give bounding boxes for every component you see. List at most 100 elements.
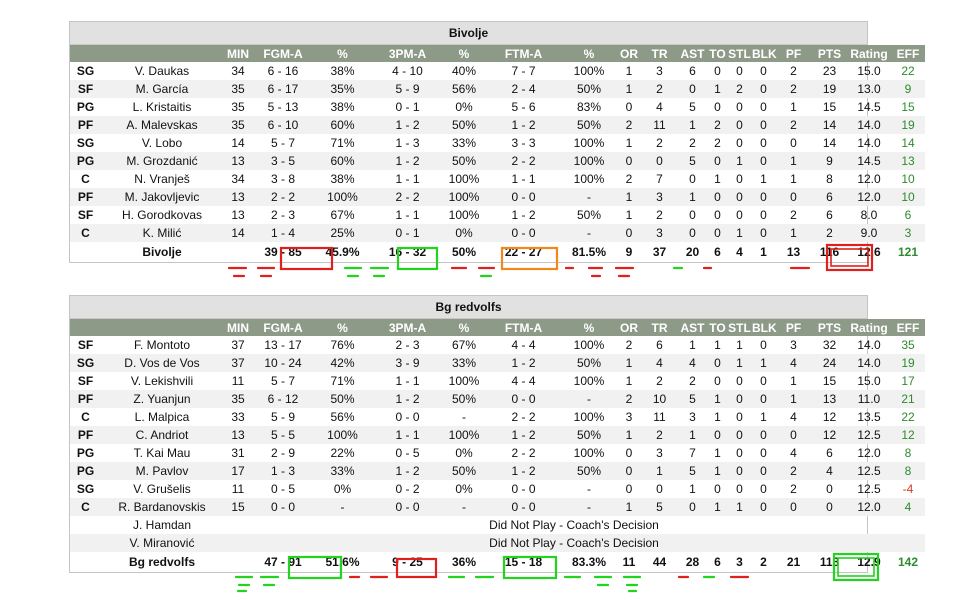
cell-rating: 15.0: [857, 374, 881, 388]
cell-eff: 4: [891, 498, 925, 516]
cell-blk: 0: [760, 374, 767, 388]
cell-ftm-a: 2 - 2: [511, 446, 536, 460]
total-ast: 20: [685, 245, 700, 259]
cell-3pm-a: 0 - 5: [395, 446, 420, 460]
cell-ast: 2: [689, 374, 696, 388]
cell-rating: 13.5: [857, 410, 881, 424]
cell-to: 1: [708, 462, 727, 480]
cell-pos: SG: [76, 136, 95, 150]
cell-or: 0: [616, 462, 642, 480]
cell-fg-pct: 42%: [313, 354, 372, 372]
cell-to: 1: [714, 338, 721, 352]
cell-pts: 24: [812, 354, 847, 372]
header-ftm-a: FTM-A: [485, 45, 562, 62]
cell-pts: 6: [826, 446, 833, 460]
cell-3pm-a: 0 - 0: [372, 498, 443, 516]
header-min: MIN: [223, 45, 253, 62]
cell-3pm-a: 1 - 2: [372, 116, 443, 134]
header-blk: BLK: [752, 45, 777, 62]
cell-tr: 0: [642, 152, 677, 170]
cell-3p-pct: 50%: [443, 462, 485, 480]
cell-to: 1: [714, 410, 721, 424]
cell-eff: 12: [891, 426, 925, 444]
header-rating: Rating: [847, 45, 891, 62]
cell-3p-pct: -: [462, 410, 466, 424]
total-to: 6: [714, 555, 721, 569]
cell-eff: 14: [901, 136, 915, 150]
cell-blk: 0: [752, 498, 775, 516]
cell-player-name: T. Kai Mau: [133, 446, 191, 460]
cell-tr: 2: [642, 426, 677, 444]
cell-ft-pct: -: [587, 482, 591, 496]
cell-to: 0: [708, 354, 727, 372]
cell-to: 0: [714, 482, 721, 496]
cell-ast: 6: [689, 64, 696, 78]
cell-3pm-a: 1 - 2: [372, 390, 443, 408]
cell-eff: 6: [904, 208, 912, 222]
cell-pf: 4: [790, 410, 797, 424]
header-row: MIN FGM-A% 3PM-A% FTM-A% OR TR AST TO STL BLK PF PT…: [70, 45, 925, 62]
cell-player-name: M. Grozdanić: [101, 152, 223, 170]
cell-pts: 13: [812, 390, 847, 408]
cell-eff: 35: [901, 338, 915, 352]
cell-stl: 0: [736, 172, 743, 186]
cell-or: 1: [616, 354, 642, 372]
total-stl: 4: [736, 245, 743, 259]
cell-ft-pct: 100%: [573, 446, 605, 460]
cell-3pm-a: 1 - 1: [395, 374, 420, 388]
cell-ft-pct: 100%: [573, 338, 605, 352]
cell-pts: 14: [822, 136, 837, 150]
cell-ast: 5: [677, 462, 708, 480]
cell-eff: 8: [904, 446, 912, 460]
cell-3pm-a: 1 - 2: [372, 152, 443, 170]
total-stl: 3: [736, 555, 743, 569]
cell-ftm-a: 1 - 2: [485, 426, 562, 444]
header-pf: PF: [775, 45, 812, 62]
cell-rating: 12.0: [847, 498, 891, 516]
cell-pts: 9: [812, 152, 847, 170]
cell-ftm-a: 1 - 2: [485, 462, 562, 480]
boxscore-table: MIN FGM-A% 3PM-A% FTM-A% OR TR AST TO STL BLK PF PT…: [70, 45, 925, 262]
cell-or: 0: [625, 482, 633, 496]
total-fgm-a: 47 - 91: [264, 555, 302, 569]
header-stl: STL: [727, 45, 752, 62]
cell-ftm-a: 0 - 0: [511, 482, 536, 496]
cell-eff: 3: [891, 224, 925, 242]
cell-fgm-a: 10 - 24: [253, 354, 313, 372]
cell-blk: 0: [760, 446, 767, 460]
cell-pts: 6: [826, 208, 833, 222]
cell-player-name: L. Kristaitis: [132, 100, 192, 114]
cell-min: 34: [231, 172, 245, 186]
cell-rating: 12.0: [847, 188, 891, 206]
cell-min: 35: [223, 116, 253, 134]
cell-min: 13: [223, 152, 253, 170]
player-row: SG V. Grušelis 11 0 - 5 0% 0 - 2 0% 0 - 0 - 0 0 1 0 0…: [70, 480, 925, 498]
cell-ft-pct: 100%: [562, 152, 616, 170]
player-row: SF H. Gorodkovas 13 2 - 3 67% 1 - 1 100% 1 - 2 5…: [70, 206, 925, 224]
cell-min: 37: [223, 354, 253, 372]
cell-ft-pct: 83%: [576, 100, 602, 114]
cell-3pm-a: 1 - 1: [372, 426, 443, 444]
cell-pts: 32: [822, 338, 837, 352]
header-or: OR: [616, 319, 642, 336]
cell-3pm-a: 3 - 9: [372, 354, 443, 372]
cell-pos: SF: [77, 208, 94, 222]
cell-min: 13: [223, 426, 253, 444]
cell-to: 0: [708, 188, 727, 206]
cell-rating: 14.0: [857, 136, 881, 150]
cell-rating: 12.0: [857, 446, 881, 460]
cell-ast: 1: [677, 116, 708, 134]
cell-3pm-a: 5 - 9: [372, 80, 443, 98]
cell-blk: 0: [752, 188, 775, 206]
total-or: 11: [622, 555, 636, 569]
cell-rating: 12.5: [847, 462, 891, 480]
cell-pts: 15: [822, 100, 837, 114]
cell-ft-pct: 100%: [573, 172, 605, 186]
cell-pos: PG: [70, 462, 101, 480]
cell-ftm-a: 5 - 6: [511, 100, 536, 114]
cell-or: 1: [616, 188, 642, 206]
cell-ft-pct: 100%: [573, 374, 605, 388]
cell-pts: 8: [826, 172, 833, 186]
total-pf: 21: [786, 555, 801, 569]
cell-eff: 22: [901, 410, 915, 424]
